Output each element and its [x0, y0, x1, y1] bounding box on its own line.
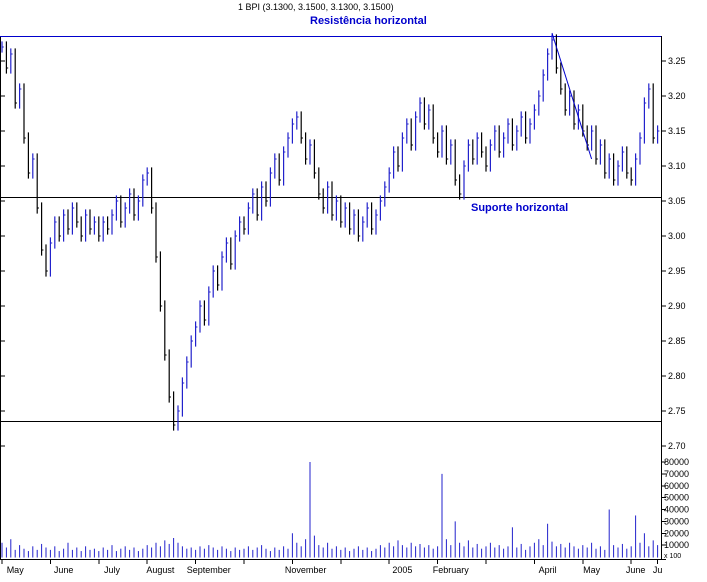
svg-text:80000: 80000: [664, 457, 689, 467]
svg-text:2.75: 2.75: [668, 406, 686, 416]
svg-text:2.80: 2.80: [668, 371, 686, 381]
svg-text:20000: 20000: [664, 528, 689, 538]
resistance-annotation: Resistência horizontal: [310, 15, 427, 27]
svg-text:3.00: 3.00: [668, 231, 686, 241]
svg-text:2005: 2005: [392, 565, 412, 575]
svg-text:40000: 40000: [664, 505, 689, 515]
quote-line: 1 BPI (3.1300, 3.1500, 3.1300, 3.1500): [238, 2, 394, 12]
svg-text:30000: 30000: [664, 516, 689, 526]
svg-text:June: June: [54, 565, 74, 575]
svg-text:x 100: x 100: [664, 553, 681, 560]
svg-text:September: September: [187, 565, 231, 575]
svg-text:May: May: [7, 565, 25, 575]
svg-text:2.95: 2.95: [668, 266, 686, 276]
support-annotation: Suporte horizontal: [471, 202, 569, 214]
svg-text:November: November: [285, 565, 327, 575]
svg-text:May: May: [583, 565, 601, 575]
svg-text:2.85: 2.85: [668, 336, 686, 346]
svg-text:50000: 50000: [664, 493, 689, 503]
svg-text:3.20: 3.20: [668, 91, 686, 101]
svg-text:60000: 60000: [664, 481, 689, 491]
svg-text:2.90: 2.90: [668, 301, 686, 311]
svg-text:70000: 70000: [664, 469, 689, 479]
svg-text:July: July: [104, 565, 121, 575]
svg-text:3.25: 3.25: [668, 56, 686, 66]
svg-text:February: February: [433, 565, 470, 575]
svg-text:3.10: 3.10: [668, 161, 686, 171]
svg-text:June: June: [626, 565, 646, 575]
svg-text:3.15: 3.15: [668, 126, 686, 136]
svg-text:2.70: 2.70: [668, 441, 686, 451]
svg-text:Ju: Ju: [653, 565, 663, 575]
svg-text:3.05: 3.05: [668, 196, 686, 206]
svg-text:August: August: [146, 565, 175, 575]
svg-text:April: April: [539, 565, 557, 575]
svg-text:10000: 10000: [664, 540, 689, 550]
